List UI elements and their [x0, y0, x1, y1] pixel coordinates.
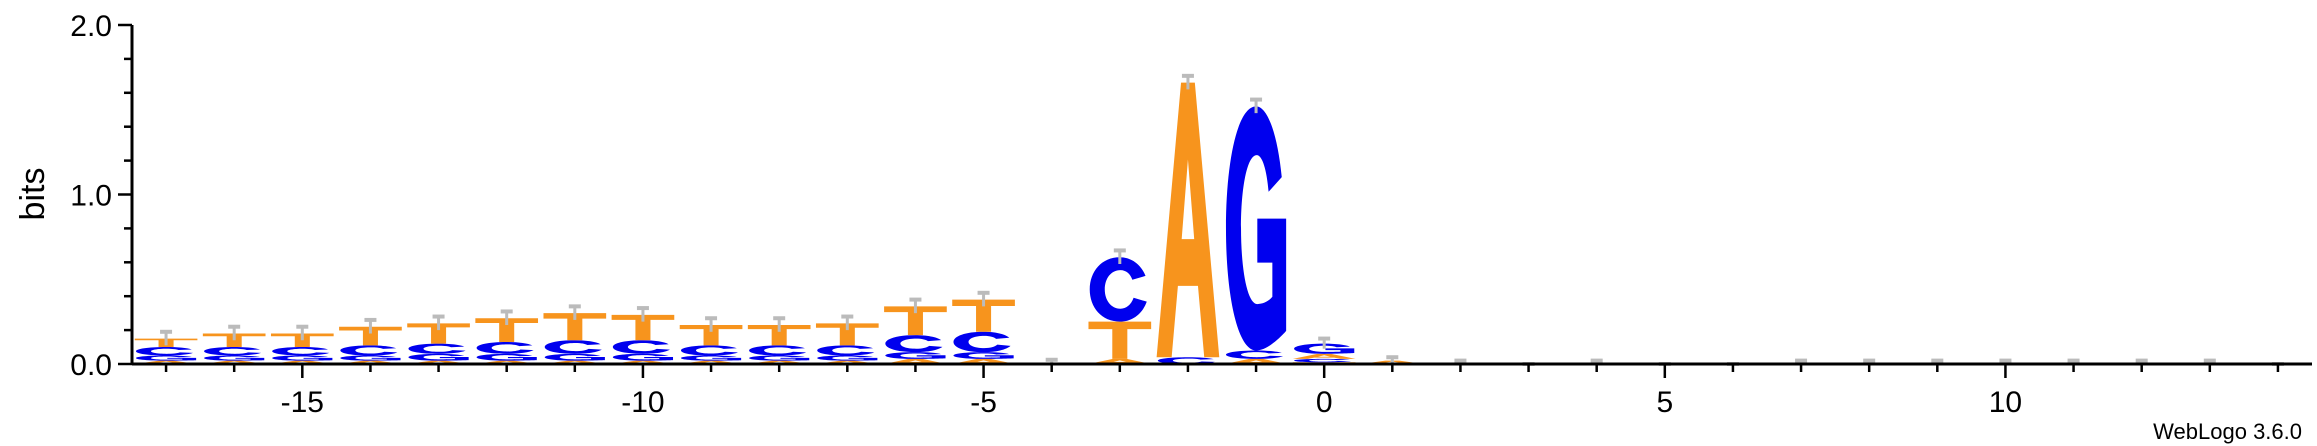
axes — [130, 25, 2312, 366]
letter-G-pos--11 — [544, 353, 605, 361]
y-axis-label: bits — [14, 168, 52, 221]
letter-G-pos--5 — [953, 352, 1014, 359]
letter-stacks — [134, 82, 1424, 364]
letter-C-pos--2 — [1157, 357, 1215, 364]
letter-G-pos--6 — [885, 352, 946, 359]
letter-G-pos--10 — [612, 353, 674, 361]
letter-T-pos--3 — [1088, 321, 1152, 359]
letter-T-pos--7 — [815, 323, 879, 346]
letter-G-pos--8 — [749, 355, 810, 361]
x-ticks: -15 -10 -5 0 5 10 — [164, 364, 2280, 419]
weblogo-credit: WebLogo 3.6.0 — [2153, 419, 2302, 444]
letter-T-pos--5 — [952, 299, 1015, 332]
letter-G-pos--13 — [408, 353, 469, 361]
letter-T-pos--12 — [475, 318, 539, 342]
letter-C-pos--12 — [476, 341, 534, 354]
letter-T-pos--9 — [679, 325, 743, 346]
letter-C-pos--10 — [612, 340, 670, 354]
letter-A-pos--2 — [1156, 82, 1220, 358]
letter-G-pos--12 — [476, 353, 537, 361]
letter-G-pos--9 — [680, 355, 742, 361]
letter-C-pos-0 — [1294, 358, 1352, 363]
letter-C-pos--5 — [953, 331, 1011, 353]
letter-C-pos--11 — [544, 340, 602, 354]
x-tick-label: -15 — [281, 386, 324, 419]
letter-C-pos--3 — [1089, 257, 1147, 322]
letter-A-pos-0 — [1292, 353, 1356, 359]
letter-C-pos--9 — [680, 345, 739, 356]
y-tick-label: 2.0 — [70, 10, 112, 43]
letter-C-pos--14 — [340, 345, 398, 356]
letter-C-pos--16 — [204, 347, 262, 356]
letter-C-pos--8 — [749, 345, 807, 356]
x-tick-label: -10 — [621, 386, 664, 419]
letter-T-pos--14 — [339, 326, 402, 346]
error-bars — [160, 73, 2284, 366]
letter-T-pos--13 — [407, 323, 470, 344]
y-ticks: 0.0 1.0 2.0 — [70, 10, 132, 382]
letter-C-pos--15 — [272, 347, 330, 356]
x-tick-label: 5 — [1656, 386, 1673, 419]
letter-C-pos--17 — [135, 347, 194, 356]
letter-G-pos--15 — [272, 355, 333, 361]
letter-G-pos--17 — [135, 355, 197, 361]
letter-T-pos--10 — [611, 314, 675, 341]
letter-T-pos--8 — [747, 325, 811, 346]
letter-T-pos--11 — [543, 313, 607, 341]
letter-G-pos--16 — [204, 355, 265, 361]
letter-C-pos--1 — [1225, 350, 1284, 359]
letter-G-pos--14 — [340, 355, 401, 361]
x-tick-label: -5 — [970, 386, 997, 419]
letter-C-pos--7 — [817, 345, 875, 356]
letter-G-pos--7 — [817, 355, 878, 361]
letter-C-pos--6 — [885, 335, 943, 353]
y-tick-label: 0.0 — [70, 349, 112, 382]
x-tick-label: 0 — [1316, 386, 1333, 419]
letter-G-pos-0 — [1294, 343, 1355, 354]
letter-G-pos--1 — [1225, 106, 1287, 351]
x-tick-label: 10 — [1989, 386, 2022, 419]
letter-T-pos--6 — [884, 306, 947, 336]
letter-C-pos--13 — [408, 343, 466, 354]
y-tick-label: 1.0 — [70, 180, 112, 213]
